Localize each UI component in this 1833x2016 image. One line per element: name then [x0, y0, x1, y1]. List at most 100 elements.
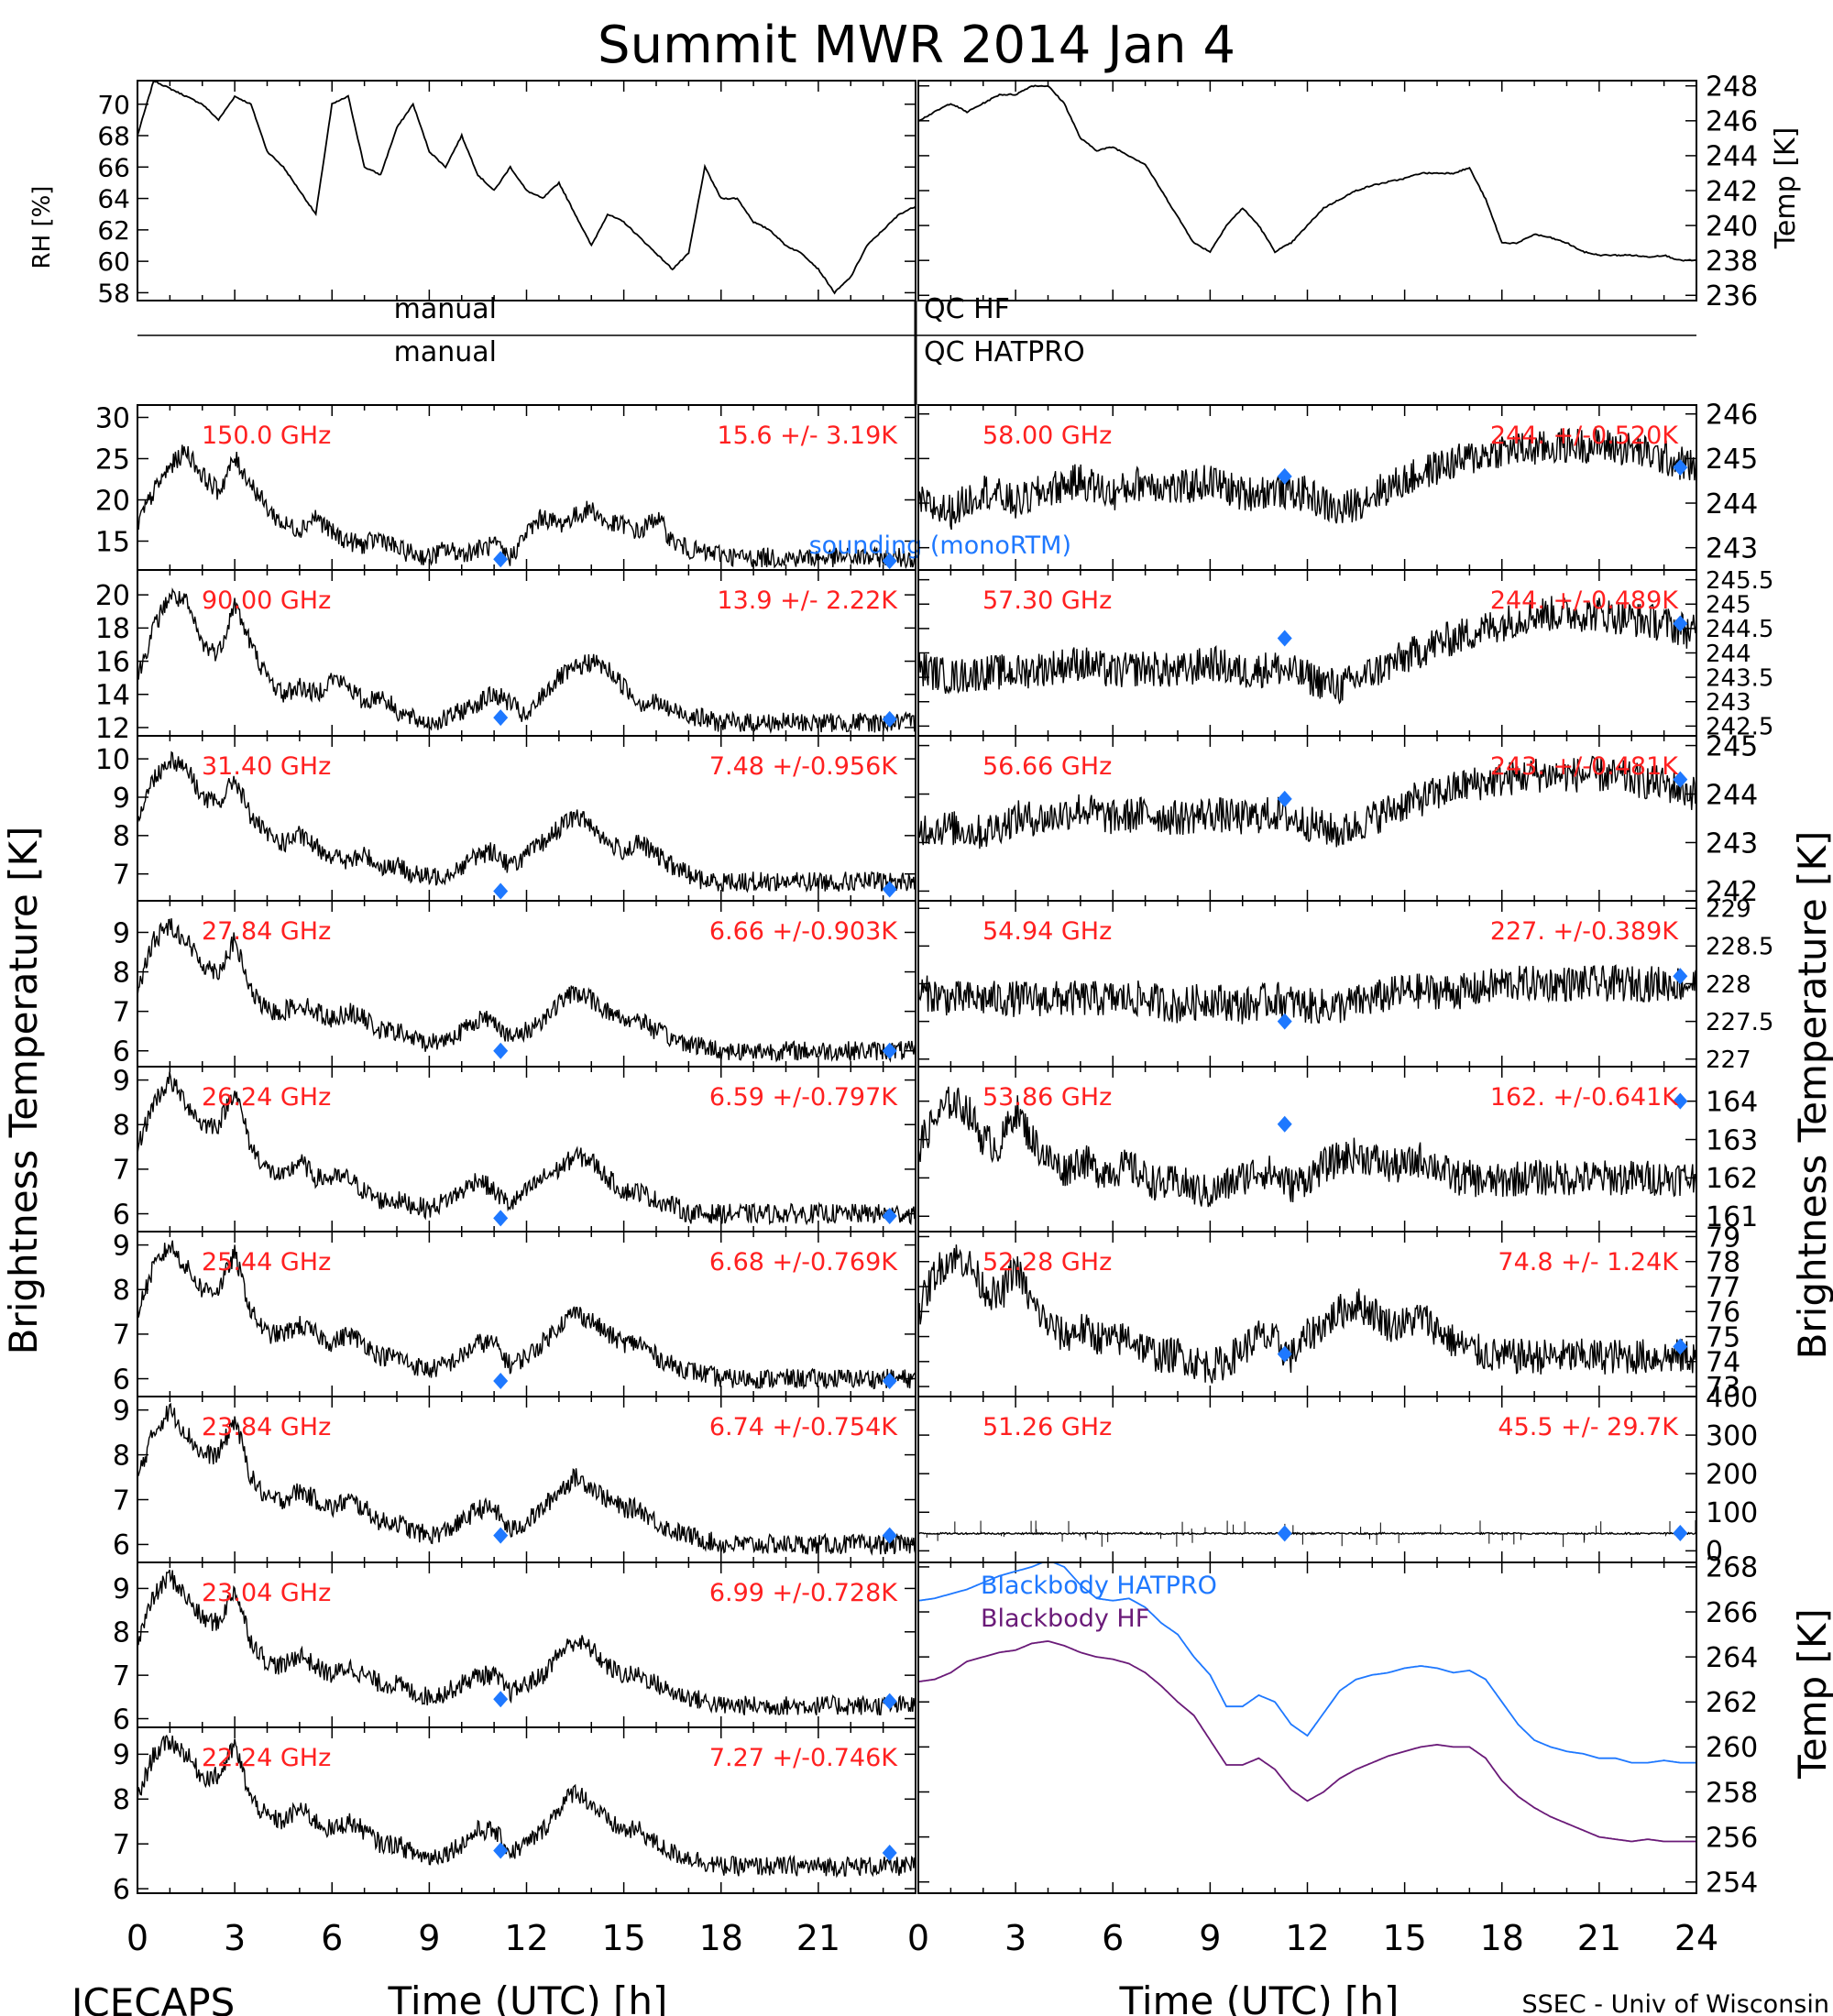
y-tick-label: 243 — [1706, 827, 1758, 860]
y-tick-label: 9 — [113, 1395, 130, 1427]
series-line — [918, 596, 1696, 705]
y-tick-label: 163 — [1706, 1124, 1758, 1156]
x-tick-label: 24 — [1674, 1918, 1718, 1958]
y-tick-label: 243 — [1706, 532, 1758, 564]
y-tick-label: 12 — [95, 713, 130, 745]
x-tick-label: 18 — [699, 1918, 743, 1958]
qc-label-hf-right: QC HF — [924, 293, 1010, 325]
y-tick-label: 244 — [1706, 488, 1758, 520]
plot-area — [918, 596, 1696, 705]
sounding-marker — [882, 1844, 897, 1861]
series-line — [137, 1569, 916, 1715]
sounding-marker — [1277, 1345, 1292, 1363]
y-tick-label: 244 — [1706, 141, 1758, 173]
stat-label: 227. +/-0.389K — [1490, 917, 1679, 946]
y-tick-label: 244.5 — [1706, 616, 1773, 643]
y-tick-label: 7 — [113, 1320, 130, 1352]
panel-tb-25.44: 6 7 8 9 25.44 GHz 6.68 +/-0.769K — [113, 1230, 916, 1397]
y-tick-label: 162 — [1706, 1163, 1758, 1195]
y-tick-label: 9 — [113, 1573, 130, 1605]
y-tick-label: 16 — [95, 646, 130, 678]
y-tick-label: 6 — [113, 1874, 130, 1906]
sounding-marker — [1277, 467, 1292, 485]
y-tick-label: 8 — [113, 1617, 130, 1649]
stat-label: 6.99 +/-0.728K — [709, 1579, 898, 1607]
y-tick-label: 7 — [113, 1660, 130, 1693]
frequency-label: 31.40 GHz — [202, 752, 331, 781]
series-line — [137, 81, 916, 295]
panel-frame — [137, 1726, 916, 1894]
frequency-label: 90.00 GHz — [202, 586, 331, 615]
y-tick-label: 228.5 — [1706, 934, 1773, 961]
y-tick-label: 70 — [97, 90, 130, 120]
y-tick-label: 6 — [113, 1199, 130, 1231]
y-tick-label: 268 — [1706, 1552, 1758, 1584]
x-tick-label: 18 — [1480, 1918, 1524, 1958]
sounding-marker — [1277, 1525, 1292, 1542]
series-line — [918, 84, 1696, 262]
x-tick-label: 0 — [126, 1918, 148, 1958]
plot-area — [137, 1240, 916, 1390]
frequency-label: 57.30 GHz — [982, 586, 1112, 615]
y-tick-label: 8 — [113, 957, 130, 989]
sounding-marker — [882, 553, 897, 570]
y-tick-label: 8 — [113, 1784, 130, 1816]
y-tick-label: 76 — [1706, 1297, 1740, 1329]
sounding-marker — [882, 1207, 897, 1224]
plot-area — [137, 1569, 916, 1715]
y-tick-label: 6 — [113, 1364, 130, 1396]
y-tick-label: 242 — [1706, 876, 1758, 908]
tb-axis-label-right: Brightness Temperature [K] — [1790, 831, 1833, 1360]
stat-label: 162. +/-0.641K — [1490, 1083, 1679, 1112]
stat-label: 45.5 +/- 29.7K — [1498, 1413, 1679, 1441]
frequency-label: 53.86 GHz — [982, 1083, 1112, 1112]
qc-label-hatpro-left: manual — [394, 336, 497, 368]
y-tick-label: 58 — [97, 279, 130, 309]
series-line — [137, 1240, 916, 1390]
sounding-marker — [1277, 1115, 1292, 1133]
sounding-marker — [1673, 1092, 1688, 1110]
panel-tb-54.94: 227 227.5 228 228.5 229 54.94 GHz 227. +/-0.38… — [917, 896, 1773, 1074]
sounding-marker — [882, 1042, 897, 1059]
y-tick-label: 9 — [113, 917, 130, 949]
x-tick-label: 3 — [224, 1918, 246, 1958]
legend-hatpro: Blackbody HATPRO — [981, 1572, 1217, 1600]
stat-label: 244. +/-0.520K — [1490, 422, 1679, 450]
stat-label: 15.6 +/- 3.19K — [717, 422, 898, 450]
y-tick-label: 248 — [1706, 71, 1758, 104]
y-tick-label: 9 — [113, 1739, 130, 1771]
plot-area — [137, 918, 916, 1063]
panel-tb-58.00: 243 244 245 246 58.00 GHz 244. +/-0.520K — [917, 400, 1758, 571]
plot-area — [918, 426, 1696, 531]
sounding-marker — [1673, 1525, 1688, 1542]
plot-area — [918, 1562, 1696, 1843]
y-tick-label: 7 — [113, 1485, 130, 1517]
series-line — [137, 918, 916, 1063]
y-tick-label: 254 — [1706, 1868, 1758, 1900]
plot-area — [137, 81, 916, 295]
plot-area — [918, 1244, 1696, 1384]
y-tick-label: 75 — [1706, 1321, 1740, 1353]
panel-tb-22.24: 6 7 8 9 22.24 GHz 7.27 +/-0.746K — [113, 1726, 916, 1906]
frequency-label: 150.0 GHz — [202, 422, 331, 450]
y-tick-label: 240 — [1706, 211, 1758, 243]
y-tick-label: 236 — [1706, 280, 1758, 312]
stat-label: 13.9 +/- 2.22K — [717, 586, 898, 615]
series-line — [918, 1244, 1696, 1384]
sounding-marker — [493, 551, 509, 568]
x-tick-label: 9 — [1199, 1918, 1221, 1958]
stat-label: 7.27 +/-0.746K — [709, 1744, 898, 1772]
y-tick-label: 229 — [1706, 896, 1751, 924]
frequency-label: 23.84 GHz — [202, 1413, 331, 1441]
y-tick-label: 8 — [113, 1440, 130, 1472]
temp-axis-label: Temp [K] — [1770, 127, 1802, 250]
footer-right: SSEC - Univ of Wisconsin — [1522, 1990, 1829, 2016]
chart-title: Summit MWR 2014 Jan 4 — [598, 16, 1235, 75]
y-tick-label: 7 — [113, 1155, 130, 1187]
panel-tb-51.26: 0 100 200 300 400 51.26 GHz 45.5 +/- 29.7K — [917, 1382, 1758, 1568]
series-line — [918, 1531, 1696, 1536]
